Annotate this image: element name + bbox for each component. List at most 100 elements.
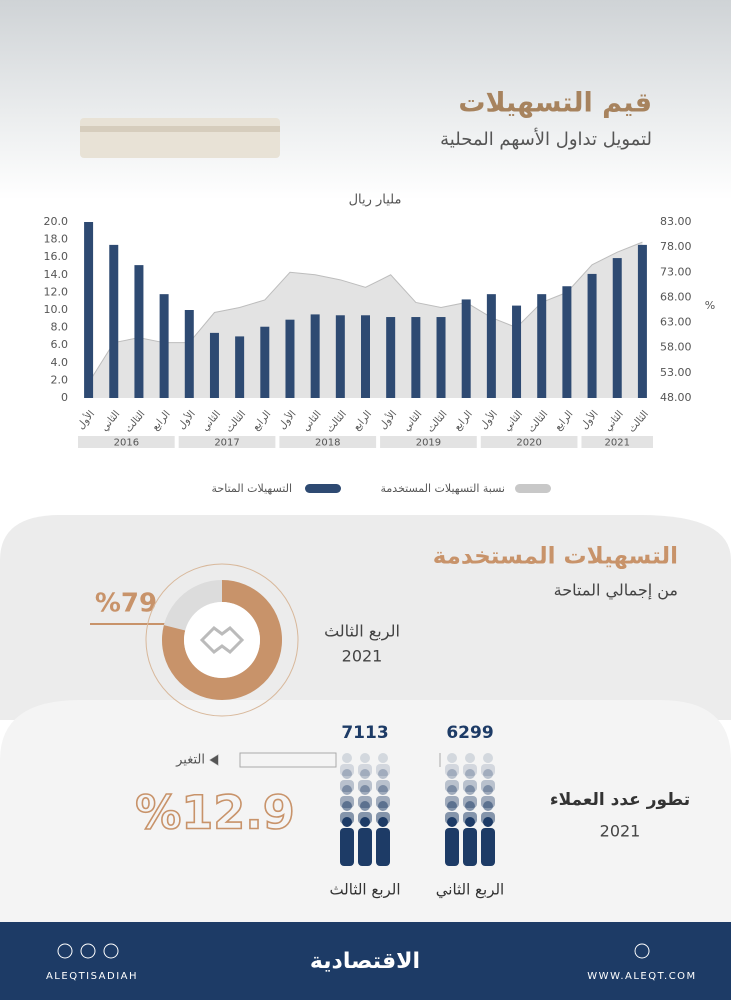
- person-head: [342, 753, 352, 763]
- bar: [512, 305, 522, 398]
- y-tick-label: 6.0: [51, 338, 69, 351]
- bar: [209, 332, 219, 398]
- y-axis-label: مليار ريال: [349, 193, 402, 208]
- person-body: [463, 764, 477, 776]
- person-head: [342, 769, 352, 779]
- x-tick-label: الرابع: [150, 409, 173, 433]
- y-tick-label: 2.0: [51, 373, 69, 386]
- usage-period: الربع الثالث: [324, 622, 400, 642]
- bar: [184, 310, 194, 398]
- year-label: 2021: [605, 438, 630, 449]
- bar: [361, 315, 370, 398]
- x-tick-label: الأول: [275, 408, 298, 432]
- customer-count: 6299: [446, 723, 493, 743]
- x-tick-label: الرابع: [351, 409, 374, 433]
- x-tick-label: الرابع: [251, 409, 274, 433]
- person-head: [378, 817, 388, 827]
- bar: [486, 294, 496, 398]
- person-head: [360, 785, 370, 795]
- donut-center: [184, 602, 260, 678]
- person-head: [378, 753, 388, 763]
- subtitle: لتمويل تداول الأسهم المحلية: [440, 128, 652, 150]
- person-icon: [358, 769, 372, 792]
- person-body: [358, 764, 372, 776]
- header-photo: [0, 0, 731, 200]
- legend-swatch: [305, 484, 341, 493]
- bar: [84, 222, 94, 398]
- person-icon: [481, 769, 495, 792]
- y-tick-label: 20.0: [44, 215, 69, 228]
- footer-handle: ALEQTISADIAH: [46, 971, 138, 982]
- web-icon[interactable]: [634, 943, 650, 959]
- person-head: [360, 769, 370, 779]
- customers-title: تطور عدد العملاء: [550, 790, 690, 810]
- y2-tick-label: 78.00: [660, 240, 692, 253]
- y-tick-label: 12.0: [44, 285, 69, 298]
- person-icon: [358, 753, 372, 776]
- person-body: [463, 828, 477, 866]
- person-head: [483, 769, 493, 779]
- bar: [587, 273, 597, 398]
- y-tick-label: 10.0: [44, 303, 69, 316]
- person-body: [376, 828, 390, 866]
- person-head: [483, 801, 493, 811]
- person-icon: [340, 753, 354, 776]
- person-head: [465, 785, 475, 795]
- bar: [436, 317, 446, 398]
- handshake-icon: [199, 626, 245, 654]
- y-tick-label: 4.0: [51, 356, 69, 369]
- year-label: 2017: [214, 438, 239, 449]
- x-tick-label: الأول: [376, 408, 399, 432]
- x-tick-label: الرابع: [553, 409, 576, 433]
- year-band: [581, 436, 653, 448]
- person-icon: [481, 753, 495, 776]
- person-body: [358, 828, 372, 866]
- person-head: [447, 817, 457, 827]
- person-head: [378, 785, 388, 795]
- y2-tick-label: 48.00: [660, 391, 692, 404]
- person-icon: [376, 753, 390, 776]
- x-tick-label: الرابع: [452, 409, 475, 433]
- customer-count: 7113: [341, 723, 388, 743]
- x-tick-label: الثاني: [200, 409, 223, 434]
- person-head: [342, 785, 352, 795]
- quarter-label: الربع الثالث: [329, 881, 400, 899]
- person-body: [340, 780, 354, 792]
- person-head: [447, 785, 457, 795]
- instagram-icon[interactable]: [57, 943, 73, 959]
- bar: [285, 319, 295, 398]
- person-head: [447, 769, 457, 779]
- person-head: [447, 753, 457, 763]
- person-body: [376, 764, 390, 776]
- x-tick-label: الثاني: [603, 409, 626, 434]
- bar: [109, 244, 119, 398]
- twitter-icon[interactable]: [103, 943, 119, 959]
- person-head: [447, 801, 457, 811]
- footer: [0, 922, 731, 1000]
- person-body: [376, 780, 390, 792]
- x-tick-label: الثالث: [123, 409, 147, 435]
- person-head: [378, 769, 388, 779]
- x-tick-label: الثاني: [301, 409, 324, 434]
- change-value: %12.9: [135, 786, 295, 840]
- person-body: [463, 780, 477, 792]
- donut-orbit: [145, 563, 299, 717]
- person-head: [465, 801, 475, 811]
- facebook-icon[interactable]: [80, 943, 96, 959]
- bar: [612, 258, 622, 398]
- title: قيم التسهيلات: [458, 88, 652, 119]
- year-band: [480, 436, 578, 448]
- bar: [461, 299, 471, 398]
- usage-subtitle: من إجمالي المتاحة: [554, 581, 678, 601]
- person-head: [483, 753, 493, 763]
- money-stack: [80, 118, 280, 158]
- x-tick-label: الأول: [577, 408, 600, 432]
- bar: [260, 326, 270, 398]
- x-tick-label: الثالث: [627, 409, 651, 435]
- person-icon: [463, 817, 477, 866]
- person-head: [483, 785, 493, 795]
- year-label: 2019: [416, 438, 441, 449]
- usage-title: التسهيلات المستخدمة: [433, 544, 678, 570]
- bar: [134, 265, 144, 398]
